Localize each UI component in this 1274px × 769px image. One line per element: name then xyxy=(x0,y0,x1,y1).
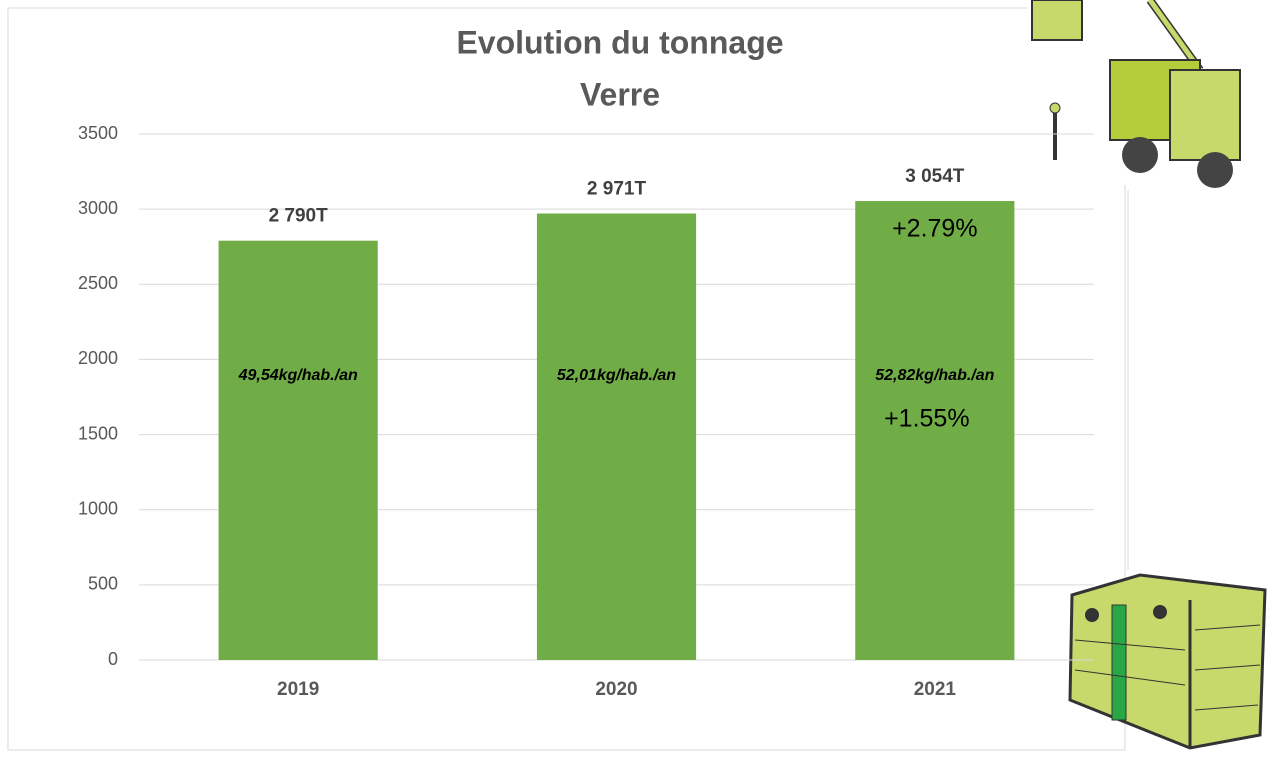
y-tick-label: 1000 xyxy=(78,498,118,518)
y-tick-label: 500 xyxy=(88,574,118,594)
data-label: 3 054T xyxy=(905,166,965,187)
data-label: 2 971T xyxy=(587,179,647,200)
chart-title: Evolution du tonnage xyxy=(456,24,783,60)
y-tick-label: 1500 xyxy=(78,423,118,443)
inner-label: 52,82kg/hab./an xyxy=(875,367,994,384)
annotation: +1.55% xyxy=(884,405,970,433)
y-tick-label: 0 xyxy=(108,649,118,669)
x-tick-label: 2021 xyxy=(914,679,957,700)
y-tick-label: 2000 xyxy=(78,348,118,368)
container-illustration xyxy=(1068,573,1267,750)
y-tick-label: 3500 xyxy=(78,123,118,143)
x-tick-label: 2019 xyxy=(277,679,319,700)
data-label: 2 790T xyxy=(269,206,329,227)
y-tick-label: 3000 xyxy=(78,198,118,218)
bar xyxy=(218,240,378,660)
annotation: +2.79% xyxy=(892,215,978,243)
chart-subtitle: Verre xyxy=(580,76,660,112)
truck-illustration xyxy=(1027,0,1274,188)
bar xyxy=(536,213,697,660)
bar xyxy=(855,201,1015,660)
inner-label: 52,01kg/hab./an xyxy=(557,367,676,384)
y-tick-label: 2500 xyxy=(78,273,118,293)
x-tick-label: 2020 xyxy=(595,679,637,700)
inner-label: 49,54kg/hab./an xyxy=(238,367,358,384)
